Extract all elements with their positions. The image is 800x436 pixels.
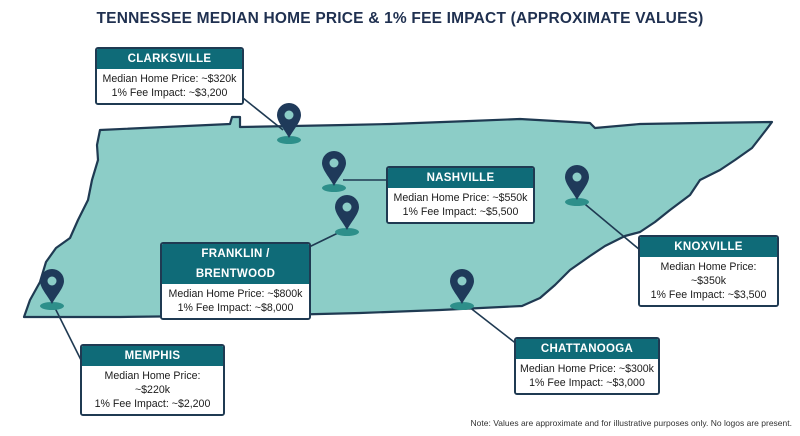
city-card-franklin-brentwood: FRANKLIN / BRENTWOOD Median Home Price: … bbox=[160, 242, 311, 320]
city-card-nashville: NASHVILLE Median Home Price: ~$550k 1% F… bbox=[386, 166, 535, 224]
median-price-line: Median Home Price: ~$800k bbox=[168, 288, 303, 300]
pin-hole bbox=[284, 110, 294, 120]
footnote: Note: Values are approximate and for ill… bbox=[470, 418, 792, 428]
map-pin-icon bbox=[322, 151, 346, 186]
median-price-line: Median Home Price: ~$300k bbox=[520, 363, 654, 375]
pin-shadow bbox=[277, 136, 301, 144]
city-name: NASHVILLE bbox=[388, 168, 533, 188]
pin-shadow bbox=[322, 184, 346, 192]
fee-impact-line: 1% Fee Impact: ~$3,000 bbox=[529, 377, 645, 389]
fee-impact-line: 1% Fee Impact: ~$5,500 bbox=[402, 206, 519, 218]
city-name: CHATTANOOGA bbox=[516, 339, 658, 359]
pin-hole bbox=[47, 276, 57, 286]
pin-nashville[interactable] bbox=[322, 151, 346, 192]
leader-line-franklin bbox=[306, 231, 341, 249]
leader-line-chattanooga bbox=[463, 302, 519, 346]
leader-lines bbox=[53, 97, 641, 363]
fee-impact-line: 1% Fee Impact: ~$2,200 bbox=[94, 398, 211, 410]
city-name: FRANKLIN / BRENTWOOD bbox=[162, 244, 309, 284]
fee-impact-line: 1% Fee Impact: ~$8,000 bbox=[177, 302, 294, 314]
median-price-line: Median Home Price: ~$220k bbox=[104, 370, 201, 396]
leader-line-clarksville bbox=[242, 97, 284, 131]
city-card-knoxville: KNOXVILLE Median Home Price: ~$350k 1% F… bbox=[638, 235, 779, 307]
pin-chattanooga[interactable] bbox=[450, 269, 474, 310]
city-name: KNOXVILLE bbox=[640, 237, 777, 257]
pin-memphis[interactable] bbox=[40, 269, 64, 310]
median-price-line: Median Home Price: ~$350k bbox=[660, 261, 757, 287]
city-name: MEMPHIS bbox=[82, 346, 223, 366]
map-pin-icon bbox=[565, 165, 589, 200]
pin-shadow bbox=[450, 302, 474, 310]
fee-impact-line: 1% Fee Impact: ~$3,500 bbox=[650, 289, 767, 301]
fee-impact-line: 1% Fee Impact: ~$3,200 bbox=[111, 87, 228, 99]
pin-knoxville[interactable] bbox=[565, 165, 589, 206]
city-card-clarksville: CLARKSVILLE Median Home Price: ~$320k 1%… bbox=[95, 47, 244, 105]
pin-shadow bbox=[335, 228, 359, 236]
pin-hole bbox=[329, 158, 339, 168]
map-pin-icon bbox=[277, 103, 301, 138]
pin-clarksville[interactable] bbox=[277, 103, 301, 144]
map-pin-icon bbox=[40, 269, 64, 304]
leader-line-knoxville bbox=[579, 199, 641, 251]
city-card-chattanooga: CHATTANOOGA Median Home Price: ~$300k 1%… bbox=[514, 337, 660, 395]
pin-shadow bbox=[565, 198, 589, 206]
pin-hole bbox=[572, 172, 582, 182]
city-name: CLARKSVILLE bbox=[97, 49, 242, 69]
median-price-line: Median Home Price: ~$550k bbox=[393, 192, 528, 204]
map-pin-icon bbox=[450, 269, 474, 304]
map-title: TENNESSEE MEDIAN HOME PRICE & 1% FEE IMP… bbox=[96, 10, 704, 27]
pin-hole bbox=[342, 202, 352, 212]
pin-hole bbox=[457, 276, 467, 286]
map-pin-icon bbox=[335, 195, 359, 230]
pin-shadow bbox=[40, 302, 64, 310]
median-price-line: Median Home Price: ~$320k bbox=[102, 73, 237, 85]
pin-franklin-brentwood[interactable] bbox=[335, 195, 359, 236]
city-card-memphis: MEMPHIS Median Home Price: ~$220k 1% Fee… bbox=[80, 344, 225, 416]
leader-line-memphis bbox=[53, 305, 83, 363]
